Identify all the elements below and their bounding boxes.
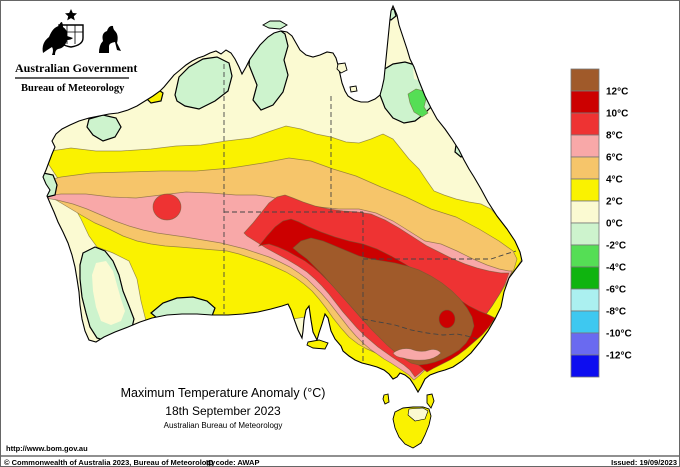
legend-label: -6°C	[606, 285, 626, 296]
legend-label: 12°C	[606, 87, 628, 98]
legend-swatch	[570, 90, 600, 114]
legend-label: 8°C	[606, 131, 623, 142]
map-date: 18th September 2023	[165, 404, 281, 418]
melville-island	[262, 20, 288, 30]
legend-label: 6°C	[606, 153, 623, 164]
ne-qld-green-core	[407, 88, 429, 118]
zero-contour-cape-york-2	[370, 50, 384, 64]
border-nsw-vic-murray	[362, 318, 478, 340]
emu-icon	[99, 25, 121, 53]
tasmania-ne-cream	[407, 407, 429, 422]
issued-text: Issued: 19/09/2023	[611, 458, 677, 466]
brown-hole-dark-red	[438, 309, 456, 329]
border-qld-nsw	[363, 250, 517, 260]
map-title: Maximum Temperature Anomaly (°C)	[121, 386, 326, 400]
id-code-text: ID code: AWAP	[206, 458, 259, 466]
legend-label: 2°C	[606, 197, 623, 208]
legend-label: -8°C	[606, 307, 626, 318]
legend-label: -12°C	[606, 351, 632, 362]
legend-swatch	[570, 178, 600, 202]
government-title: Australian Government	[15, 61, 137, 75]
kangaroo-island	[306, 339, 329, 350]
sw-cream-hole	[92, 261, 125, 325]
wa-red-hotspot	[152, 193, 182, 221]
kangaroo-icon	[42, 22, 73, 55]
groote-eylandt	[336, 62, 348, 74]
copyright-text: © Commonwealth of Australia 2023, Bureau…	[4, 458, 216, 466]
crest-star-icon	[65, 9, 77, 21]
legend-swatch	[570, 354, 600, 378]
legend-label: 0°C	[606, 219, 623, 230]
king-island	[382, 393, 390, 405]
zero-contour-pilbara	[86, 114, 122, 142]
map-org: Australian Bureau of Meteorology	[164, 421, 283, 430]
legend-swatch	[570, 332, 600, 356]
legend-label: -2°C	[606, 241, 626, 252]
state-borders	[223, 64, 517, 364]
legend-swatch	[570, 266, 600, 290]
legend-swatch	[570, 156, 600, 180]
vic-coast-pink-swirl	[392, 348, 442, 361]
zero-contour-kimberley	[174, 56, 233, 110]
flinders-island	[426, 393, 435, 409]
legend-label: -4°C	[606, 263, 626, 274]
legend-swatch	[570, 200, 600, 224]
bom-url: http://www.bom.gov.au	[6, 444, 88, 453]
legend-swatch	[570, 244, 600, 268]
legend-label: 10°C	[606, 109, 628, 120]
bureau-title: Bureau of Meteorology	[21, 83, 125, 94]
legend-label: 4°C	[606, 175, 623, 186]
legend-swatch	[570, 288, 600, 312]
legend-swatch	[570, 134, 600, 158]
legend-swatch	[570, 222, 600, 246]
coat-of-arms	[42, 9, 121, 55]
legend-label: -10°C	[606, 329, 632, 340]
mornington-island	[349, 85, 358, 93]
temperature-legend: 12°C 10°C 8°C 6°C 4°C 2°C 0°C -2°C -4°C -6°C -8°C -…	[570, 68, 632, 378]
legend-swatch	[570, 112, 600, 136]
legend-swatch	[570, 68, 600, 92]
legend-swatch	[570, 310, 600, 334]
islands	[262, 20, 435, 449]
